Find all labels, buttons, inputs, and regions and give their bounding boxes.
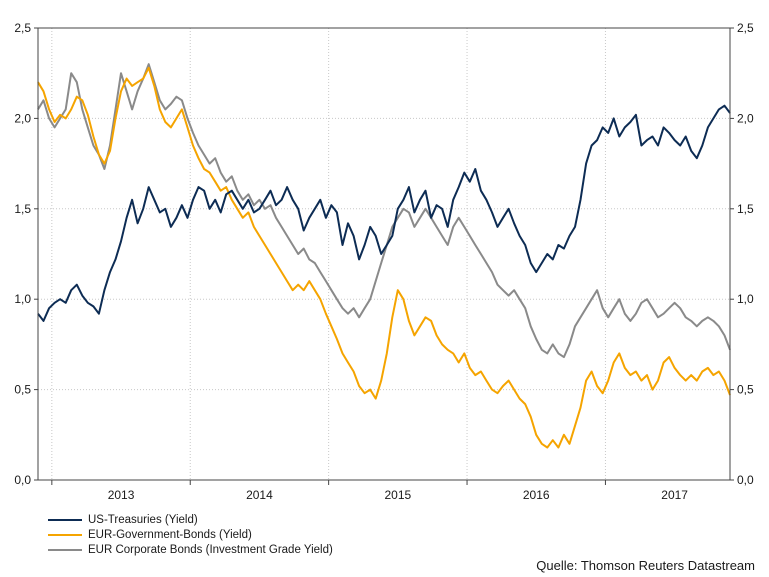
- series-layer: [37, 63, 731, 449]
- y-tick-label-left: 0,5: [14, 383, 31, 397]
- y-tick-label-left: 0,0: [14, 473, 31, 487]
- y-tick-label-right: 0,0: [737, 473, 754, 487]
- legend-label: EUR Corporate Bonds (Investment Grade Yi…: [88, 543, 333, 556]
- source-note: Quelle: Thomson Reuters Datastream: [536, 558, 755, 573]
- y-tick-label-left: 2,5: [14, 21, 31, 35]
- y-tick-label-right: 1,0: [737, 292, 754, 306]
- legend-item-eur-corporate-bonds: EUR Corporate Bonds (Investment Grade Yi…: [48, 542, 333, 557]
- series-line-us-treasuries-yield: [37, 104, 731, 322]
- x-tick-label: 2016: [523, 488, 550, 502]
- legend-swatch-us-treasuries: [48, 518, 82, 521]
- x-tick-label: 2015: [384, 488, 411, 502]
- legend-item-eur-government-bonds: EUR-Government-Bonds (Yield): [48, 527, 333, 542]
- legend-label: EUR-Government-Bonds (Yield): [88, 528, 252, 541]
- y-tick-label-left: 2,0: [14, 111, 31, 125]
- y-tick-label-right: 2,5: [737, 21, 754, 35]
- y-tick-label-right: 1,5: [737, 202, 754, 216]
- plot-frame: [37, 27, 731, 481]
- yield-chart: 0,0 0,0 0,5 0,5 1,0 1,0 1,5 1,5 2,0 2,0 2,5 2,5 2013…: [14, 21, 754, 502]
- series-line-eur-corporate-bonds-investment-grade-yield: [37, 63, 731, 359]
- y-tick-label-right: 2,0: [737, 111, 754, 125]
- x-tick-label: 2017: [661, 488, 688, 502]
- legend-swatch-eur-corporate-bonds: [48, 548, 82, 551]
- x-tick-label: 2014: [246, 488, 273, 502]
- series-line-eur-government-bonds-yield: [37, 66, 731, 449]
- legend: US-Treasuries (Yield) EUR-Government-Bon…: [48, 512, 333, 557]
- legend-item-us-treasuries: US-Treasuries (Yield): [48, 512, 333, 527]
- legend-label: US-Treasuries (Yield): [88, 513, 198, 526]
- x-tick-label: 2013: [108, 488, 135, 502]
- y-tick-label-left: 1,5: [14, 202, 31, 216]
- y-tick-label-left: 1,0: [14, 292, 31, 306]
- axes: 0,0 0,0 0,5 0,5 1,0 1,0 1,5 1,5 2,0 2,0 2,5 2,5 2013…: [14, 21, 754, 502]
- y-tick-label-right: 0,5: [737, 383, 754, 397]
- legend-swatch-eur-government-bonds: [48, 533, 82, 536]
